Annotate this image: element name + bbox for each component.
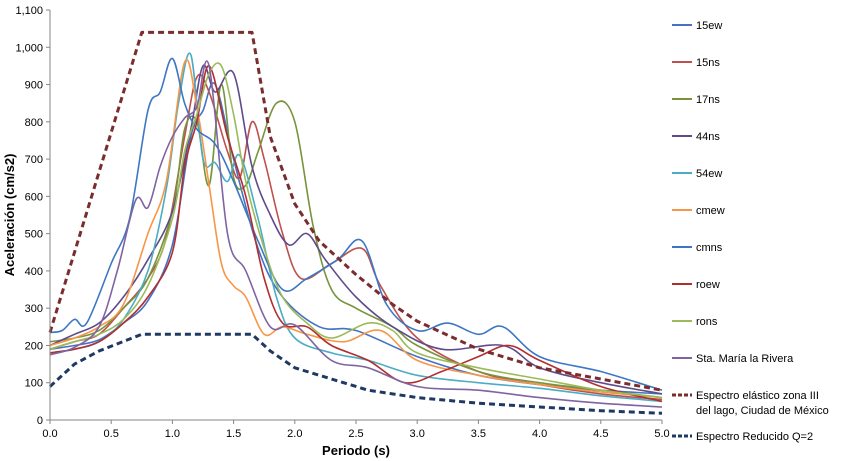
legend-label: Espectro Reducido Q=2: [696, 431, 813, 443]
y-tick-label: 0: [37, 415, 43, 427]
series-line-15ew: [49, 82, 663, 395]
y-tick-label: 500: [25, 229, 43, 241]
y-tick-label: 200: [25, 340, 43, 352]
legend-label: Espectro elástico zona III del lago, Ciud…: [696, 390, 829, 417]
series-line-15ns: [49, 73, 663, 401]
plot-area: [48, 30, 663, 415]
x-tick-label: 1.0: [165, 428, 180, 440]
x-tick-label: 3.0: [410, 428, 425, 440]
y-tick-label: 1,100: [15, 5, 43, 17]
series-line-rons: [49, 62, 663, 399]
series-line-cmns: [49, 57, 663, 391]
x-tick-label: 2.0: [287, 428, 302, 440]
legend-label: cmew: [696, 205, 725, 217]
legend-label: rons: [696, 316, 718, 328]
legend-label: 15ew: [696, 20, 722, 32]
legend-label: 17ns: [696, 94, 720, 106]
x-tick-label: 0.5: [104, 428, 119, 440]
y-tick-label: 300: [25, 303, 43, 315]
y-tick-label: 1,000: [15, 42, 43, 54]
legend-label: 44ns: [696, 131, 720, 143]
series-line-espectro-elastico-zona-iii-del-lago-ciudad-de-mexico: [48, 30, 663, 392]
series-line-54ew: [49, 52, 663, 403]
y-tick-label: 700: [25, 154, 43, 166]
x-axis-title: Periodo (s): [322, 443, 390, 458]
legend-label: roew: [696, 279, 720, 291]
legend-label: Sta. María la Rivera: [696, 353, 794, 365]
y-tick-label: 100: [25, 378, 43, 390]
y-axis-ticks: 0 100 200 300 400 500 600 700 800 900 1,000 1,100: [15, 5, 50, 427]
series-line-espectro-reducido-q-2: [48, 332, 663, 415]
series-line-44ns: [49, 64, 663, 395]
y-axis-title: Aceleración (cm/s2): [2, 154, 17, 277]
series-line-sta-maria-la-rivera: [49, 60, 663, 408]
series-line-17ns: [49, 83, 663, 399]
x-tick-label: 5.0: [654, 428, 669, 440]
legend: 15ew 15ns 17ns 44ns 54ew cmew cmns roew rons Sta.…: [672, 20, 829, 443]
legend-label: 15ns: [696, 57, 720, 69]
y-tick-label: 900: [25, 80, 43, 92]
series-line-cmew: [49, 58, 663, 399]
y-tick-label: 400: [25, 266, 43, 278]
y-tick-label: 600: [25, 191, 43, 203]
y-tick-label: 800: [25, 117, 43, 129]
x-tick-label: 3.5: [471, 428, 486, 440]
x-tick-label: 0.0: [42, 428, 57, 440]
x-tick-label: 4.5: [593, 428, 608, 440]
legend-label: 54ew: [696, 168, 722, 180]
x-tick-label: 1.5: [226, 428, 241, 440]
x-tick-label: 4.0: [532, 428, 547, 440]
x-axis-ticks: 0.0 0.5 1.0 1.5 2.0 2.5 3.0 3.5 4.0 4.5 5.0: [42, 420, 670, 440]
legend-label: cmns: [696, 242, 723, 254]
x-tick-label: 2.5: [348, 428, 363, 440]
series-line-roew: [49, 65, 663, 403]
